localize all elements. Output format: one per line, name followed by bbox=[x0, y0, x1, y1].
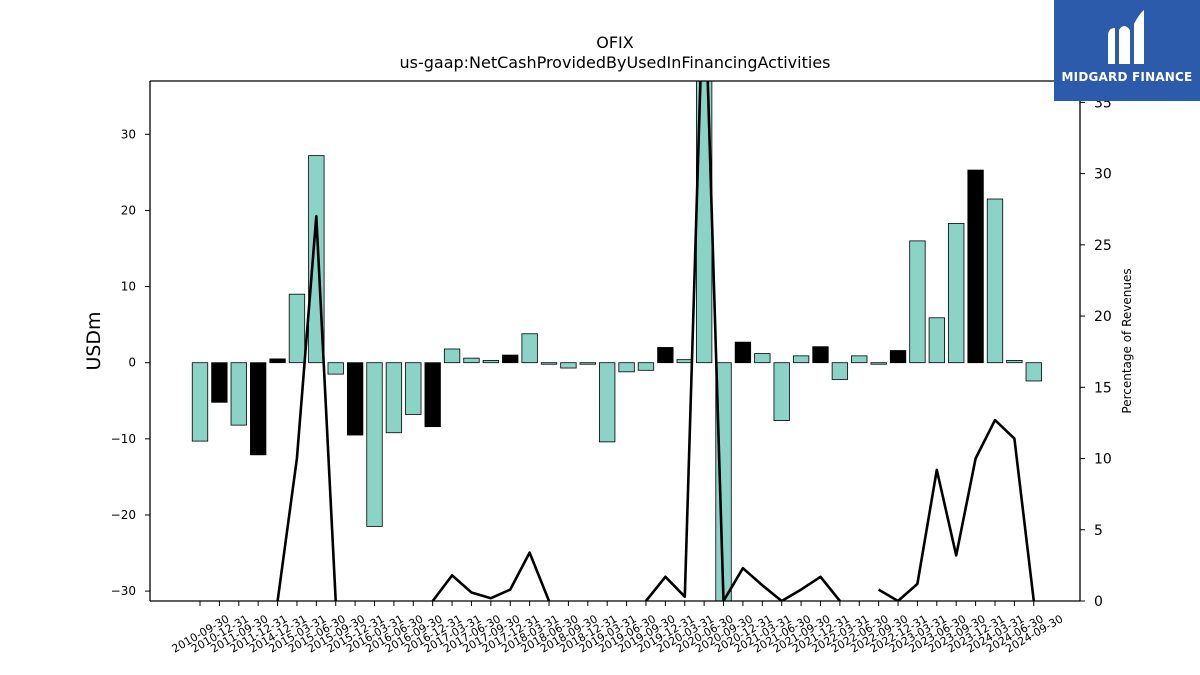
y2-tick-label: 10 bbox=[1094, 452, 1112, 468]
bar-2016-06-30 bbox=[385, 362, 403, 434]
axes bbox=[149, 80, 1081, 602]
percentage-line bbox=[877, 418, 1036, 601]
y2-tick-label: 25 bbox=[1094, 238, 1112, 254]
bar-2018-12-31 bbox=[579, 362, 596, 365]
bar-2022-03-31 bbox=[831, 362, 849, 380]
bar-2010-12-31 bbox=[211, 362, 228, 403]
bar-2019-12-31 bbox=[657, 347, 674, 364]
bar-2021-09-30 bbox=[792, 355, 810, 364]
brand-logo: MIDGARD FINANCE bbox=[1054, 0, 1200, 101]
bar-2021-03-31 bbox=[754, 353, 771, 364]
y2-axis-label: Percentage of Revenues bbox=[1120, 268, 1134, 413]
y2-tick-label: 5 bbox=[1094, 523, 1103, 539]
bar-2022-06-30 bbox=[851, 355, 868, 364]
y2-tick-label: 0 bbox=[1094, 594, 1103, 610]
bar-2017-09-30 bbox=[482, 360, 500, 364]
x-axis-ticks: 2010-09-302010-12-312011-09-302011-12-31… bbox=[170, 601, 1065, 656]
y-tick-label: 30 bbox=[121, 127, 136, 141]
bar-2010-09-30 bbox=[191, 362, 209, 442]
midgard-logo-icon bbox=[1108, 10, 1144, 64]
bar-2024-09-30 bbox=[1025, 362, 1042, 382]
bar-2015-03-31 bbox=[288, 293, 306, 364]
y-tick-label: 20 bbox=[121, 203, 136, 217]
percentage-line bbox=[644, 81, 841, 601]
bar-2014-12-31 bbox=[269, 358, 286, 364]
y-axis-label: USDm bbox=[83, 311, 105, 370]
y-tick-label: 10 bbox=[121, 280, 136, 294]
chart-subtitle: us-gaap:NetCashProvidedByUsedInFinancing… bbox=[399, 53, 830, 72]
percentage-line bbox=[276, 215, 337, 601]
bar-2015-09-30 bbox=[327, 362, 344, 375]
percentage-line-series bbox=[276, 81, 1036, 601]
logo-text: MIDGARD FINANCE bbox=[1061, 70, 1193, 84]
bar-2020-03-31 bbox=[676, 359, 693, 364]
bar-2024-03-31 bbox=[986, 198, 1004, 364]
bar-2020-06-30 bbox=[695, 81, 713, 364]
y-tick-label: −30 bbox=[111, 584, 136, 598]
bar-2017-03-31 bbox=[443, 348, 461, 364]
bar-2020-12-31 bbox=[734, 341, 752, 364]
bar-2016-09-30 bbox=[405, 362, 422, 415]
y2-tick-label: 15 bbox=[1094, 380, 1112, 396]
y-tick-label: −20 bbox=[111, 508, 136, 522]
bar-2018-09-30 bbox=[560, 362, 577, 369]
y-axis-ticks: −30 −20 −10 0 10 20 30 bbox=[111, 127, 150, 598]
bar-2023-03-31 bbox=[909, 240, 926, 364]
chart-title: OFIX bbox=[596, 33, 634, 52]
y2-tick-label: 30 bbox=[1094, 167, 1112, 183]
bar-2023-09-30 bbox=[948, 222, 965, 364]
y-tick-label: −10 bbox=[111, 432, 136, 446]
y-tick-label: 0 bbox=[128, 356, 136, 370]
bar-2021-06-30 bbox=[773, 362, 790, 421]
bar-2022-12-31 bbox=[889, 350, 907, 364]
bar-2023-12-31 bbox=[967, 169, 984, 364]
bar-2019-06-30 bbox=[618, 362, 635, 373]
bar-2020-09-30 bbox=[715, 362, 732, 601]
bar-2011-12-31 bbox=[250, 362, 267, 456]
bar-2016-12-31 bbox=[424, 362, 441, 428]
bar-2023-06-30 bbox=[928, 317, 945, 364]
bar-series bbox=[191, 81, 1042, 601]
bar-2011-09-30 bbox=[230, 362, 247, 426]
bar-2016-03-31 bbox=[366, 362, 383, 527]
bar-2018-03-31 bbox=[521, 333, 538, 364]
bar-2021-12-31 bbox=[812, 346, 829, 364]
bar-2017-12-31 bbox=[502, 354, 519, 364]
bar-2017-06-30 bbox=[463, 357, 480, 364]
bar-2015-12-31 bbox=[346, 362, 364, 436]
bar-2019-03-31 bbox=[599, 362, 616, 443]
bar-2018-06-30 bbox=[540, 362, 558, 365]
bar-2024-06-30 bbox=[1006, 360, 1023, 364]
percentage-line bbox=[431, 551, 551, 601]
bar-2019-09-30 bbox=[637, 362, 655, 371]
y2-tick-label: 20 bbox=[1094, 309, 1112, 325]
bar-2022-09-30 bbox=[870, 362, 887, 365]
